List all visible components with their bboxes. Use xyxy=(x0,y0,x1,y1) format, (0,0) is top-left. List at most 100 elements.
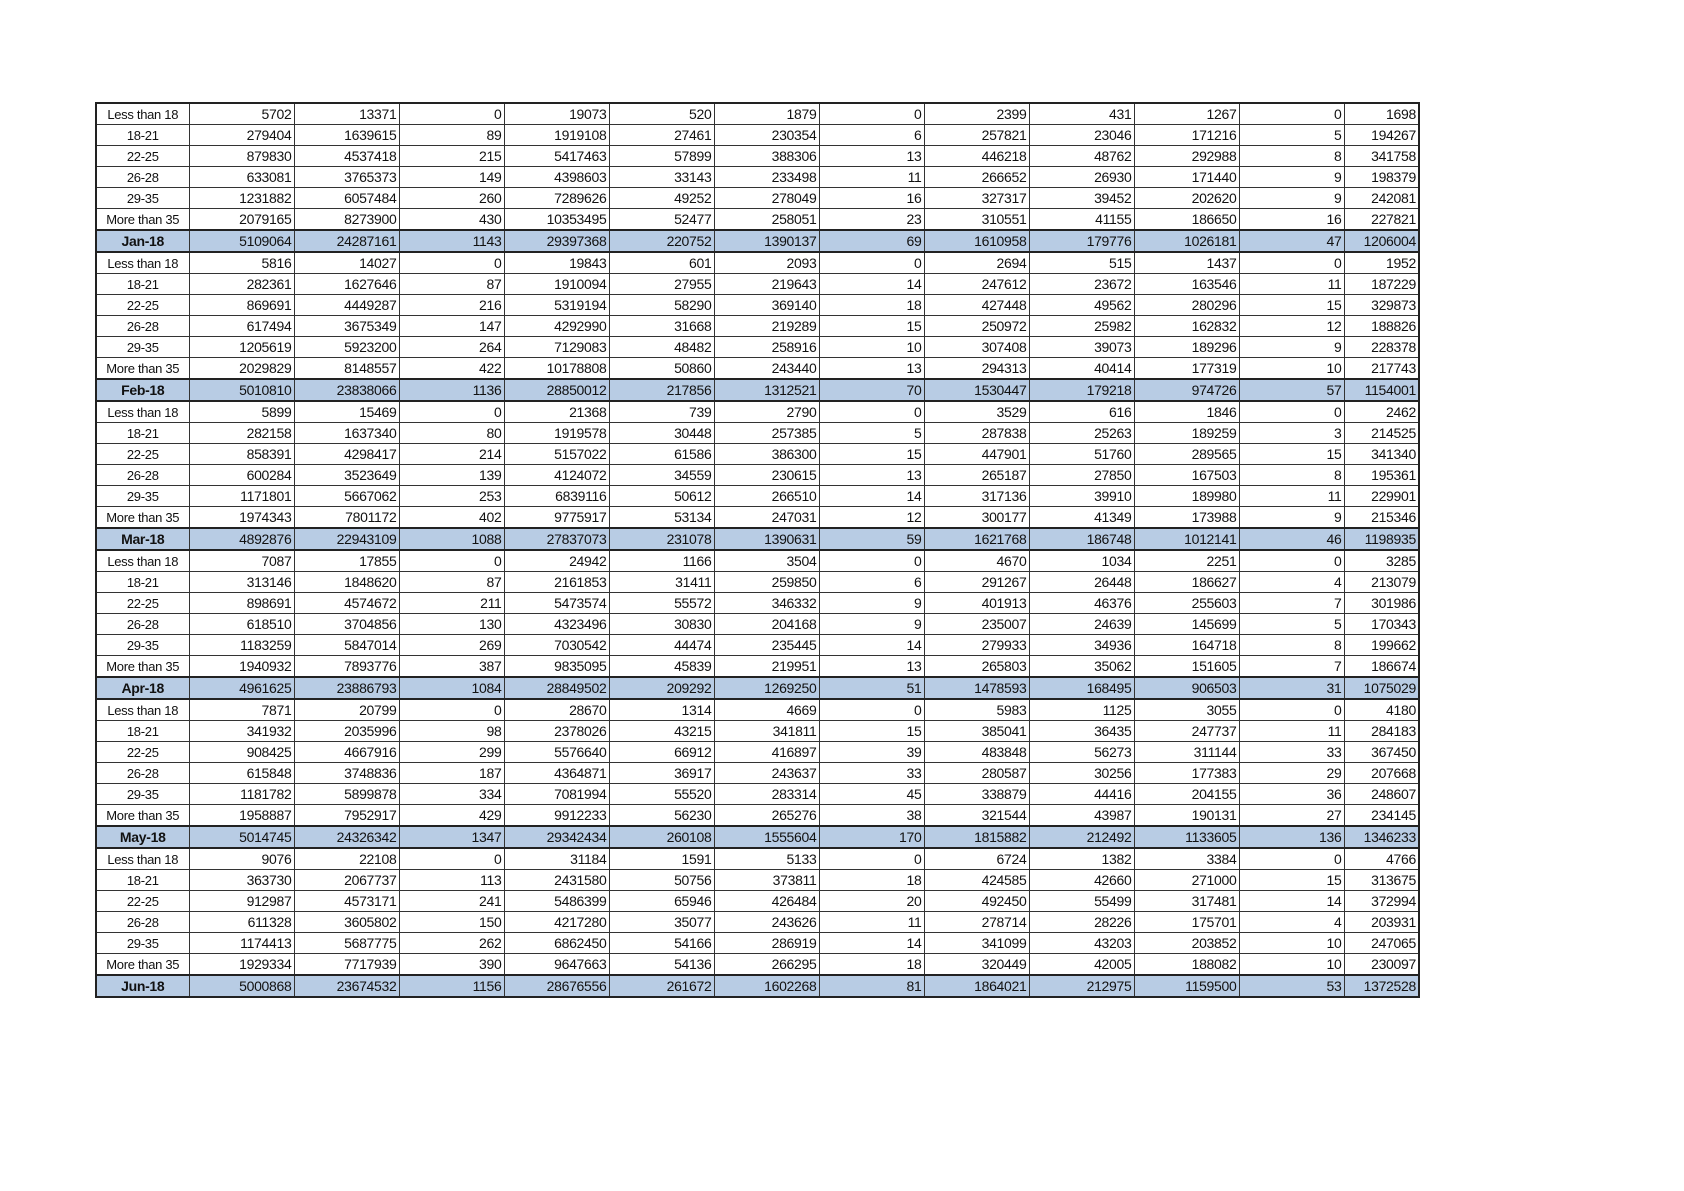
table-cell: 320449 xyxy=(923,953,1030,976)
table-cell: 906503 xyxy=(1133,676,1240,700)
table-cell: 209292 xyxy=(608,676,715,700)
table-cell: 492450 xyxy=(923,890,1030,912)
table-cell: 2251 xyxy=(1133,549,1240,572)
table-cell: 151605 xyxy=(1133,655,1240,678)
table-cell: 16 xyxy=(818,187,925,209)
table-row: Less than 18 9076 22108 0 31184 1591 5133 0 6724… xyxy=(95,847,1420,870)
table-row: Less than 18 5702 13371 0 19073 520 1879 0 2399 4… xyxy=(95,102,1420,125)
row-label: Mar-18 xyxy=(95,527,190,551)
table-cell: 33 xyxy=(1238,741,1345,763)
row-label: Jan-18 xyxy=(95,229,190,253)
table-cell: 47 xyxy=(1238,229,1345,253)
table-cell: 39073 xyxy=(1028,336,1135,358)
table-cell: 5923200 xyxy=(293,336,400,358)
table-cell: 7717939 xyxy=(293,953,400,976)
table-cell: 15 xyxy=(1238,294,1345,316)
table-cell: 55520 xyxy=(608,783,715,805)
table-row: 29-35 1174413 5687775 262 6862450 54166 286919… xyxy=(95,932,1420,954)
table-cell: 1267 xyxy=(1133,102,1240,125)
table-cell: 11 xyxy=(1238,720,1345,742)
table-cell: 212975 xyxy=(1028,974,1135,998)
row-label: Less than 18 xyxy=(95,698,190,721)
table-cell: 56273 xyxy=(1028,741,1135,763)
month-total-row: Mar-18 4892876 22943109 1088 27837073 231078 1… xyxy=(95,527,1420,551)
table-cell: 1174413 xyxy=(188,932,295,954)
table-cell: 1171801 xyxy=(188,485,295,507)
table-cell: 243637 xyxy=(713,762,820,784)
table-cell: 0 xyxy=(398,251,505,274)
row-label: 26-28 xyxy=(95,166,190,188)
table-cell: 145699 xyxy=(1133,613,1240,635)
table-cell: 15 xyxy=(1238,869,1345,891)
row-label: 18-21 xyxy=(95,124,190,146)
table-cell: 215346 xyxy=(1343,506,1420,529)
table-cell: 1637340 xyxy=(293,422,400,444)
table-cell: 8273900 xyxy=(293,208,400,231)
table-cell: 212492 xyxy=(1028,825,1135,849)
table-cell: 4398603 xyxy=(503,166,610,188)
table-cell: 52477 xyxy=(608,208,715,231)
table-cell: 36917 xyxy=(608,762,715,784)
table-cell: 39 xyxy=(818,741,925,763)
row-label: 18-21 xyxy=(95,422,190,444)
table-cell: 219951 xyxy=(713,655,820,678)
table-cell: 0 xyxy=(1238,400,1345,423)
row-label: 22-25 xyxy=(95,145,190,167)
table-cell: 9647663 xyxy=(503,953,610,976)
table-cell: 3523649 xyxy=(293,464,400,486)
table-cell: 8 xyxy=(1238,464,1345,486)
table-cell: 5899 xyxy=(188,400,295,423)
table-cell: 255603 xyxy=(1133,592,1240,614)
table-cell: 35077 xyxy=(608,911,715,933)
table-cell: 1879 xyxy=(713,102,820,125)
table-cell: 15469 xyxy=(293,400,400,423)
table-cell: 15 xyxy=(818,315,925,337)
table-row: 22-25 908425 4667916 299 5576640 66912 416897 3… xyxy=(95,741,1420,763)
table-cell: 16 xyxy=(1238,208,1345,231)
table-cell: 271000 xyxy=(1133,869,1240,891)
month-total-row: May-18 5014745 24326342 1347 29342434 260108 1… xyxy=(95,825,1420,849)
table-row: 18-21 282361 1627646 87 1910094 27955 219643 14… xyxy=(95,273,1420,295)
table-cell: 1314 xyxy=(608,698,715,721)
table-cell: 31184 xyxy=(503,847,610,870)
table-cell: 66912 xyxy=(608,741,715,763)
table-cell: 1159500 xyxy=(1133,974,1240,998)
table-cell: 1206004 xyxy=(1343,229,1420,253)
table-cell: 54136 xyxy=(608,953,715,976)
table-cell: 307408 xyxy=(923,336,1030,358)
table-cell: 974726 xyxy=(1133,378,1240,402)
row-label: More than 35 xyxy=(95,506,190,529)
table-row: 26-28 633081 3765373 149 4398603 33143 233498 1… xyxy=(95,166,1420,188)
table-cell: 5983 xyxy=(923,698,1030,721)
table-cell: 5473574 xyxy=(503,592,610,614)
table-cell: 341340 xyxy=(1343,443,1420,465)
table-cell: 9 xyxy=(818,613,925,635)
table-cell: 1269250 xyxy=(713,676,820,700)
table-cell: 54166 xyxy=(608,932,715,954)
table-cell: 3529 xyxy=(923,400,1030,423)
table-cell: 2462 xyxy=(1343,400,1420,423)
table-cell: 188826 xyxy=(1343,315,1420,337)
table-row: 22-25 912987 4573171 241 5486399 65946 426484 2… xyxy=(95,890,1420,912)
table-cell: 203931 xyxy=(1343,911,1420,933)
table-row: Less than 18 5816 14027 0 19843 601 2093 0 2694 5… xyxy=(95,251,1420,274)
table-cell: 4449287 xyxy=(293,294,400,316)
table-cell: 24639 xyxy=(1028,613,1135,635)
table-cell: 1846 xyxy=(1133,400,1240,423)
table-cell: 29397368 xyxy=(503,229,610,253)
table-cell: 447901 xyxy=(923,443,1030,465)
table-cell: 266510 xyxy=(713,485,820,507)
table-row: 29-35 1205619 5923200 264 7129083 48482 258916… xyxy=(95,336,1420,358)
table-cell: 282158 xyxy=(188,422,295,444)
table-cell: 292988 xyxy=(1133,145,1240,167)
table-cell: 57 xyxy=(1238,378,1345,402)
table-cell: 247065 xyxy=(1343,932,1420,954)
table-row: More than 35 1940932 7893776 387 9835095 4583… xyxy=(95,655,1420,678)
table-row: 22-25 869691 4449287 216 5319194 58290 369140 1… xyxy=(95,294,1420,316)
table-cell: 1919108 xyxy=(503,124,610,146)
table-cell: 23 xyxy=(818,208,925,231)
table-cell: 87 xyxy=(398,273,505,295)
table-cell: 2431580 xyxy=(503,869,610,891)
table-cell: 313675 xyxy=(1343,869,1420,891)
table-cell: 190131 xyxy=(1133,804,1240,827)
